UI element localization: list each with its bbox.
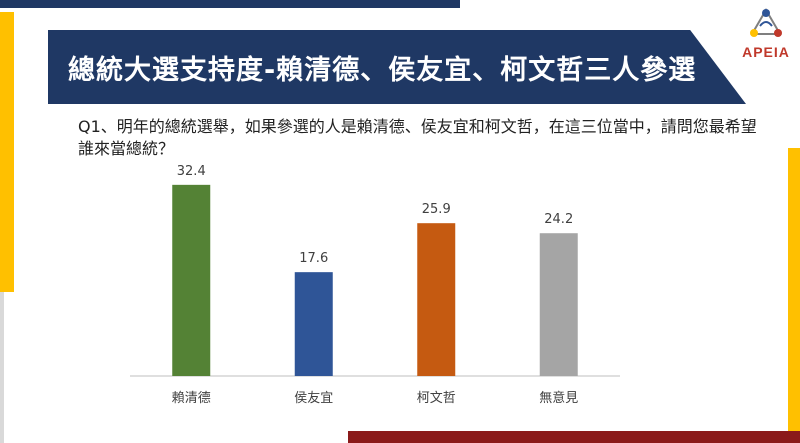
category-label-1: 賴清德 — [172, 391, 211, 406]
left-accent-bar — [0, 12, 14, 292]
data-label-3: 25.9 — [422, 202, 451, 217]
right-accent-bar — [788, 148, 800, 443]
data-label-4: 24.2 — [544, 212, 573, 227]
data-label-2: 17.6 — [299, 251, 328, 266]
apeia-logo-icon — [750, 8, 782, 37]
left-grey-strip — [0, 292, 4, 443]
bottom-accent-bar — [348, 431, 800, 443]
top-accent-bar — [0, 0, 460, 8]
page-title: 總統大選支持度-賴清德、侯友宜、柯文哲三人參選 — [68, 55, 697, 86]
bar-2 — [294, 272, 333, 376]
category-label-4: 無意見 — [539, 390, 578, 406]
bar-1 — [172, 184, 211, 376]
logo-text: APEIA — [742, 44, 790, 60]
category-label-3: 柯文哲 — [417, 391, 456, 406]
category-label-2: 侯友宜 — [294, 390, 333, 406]
survey-question: Q1、明年的總統選舉，如果參選的人是賴清德、侯友宜和柯文哲，在這三位當中，請問您… — [78, 117, 757, 158]
bar-4 — [539, 233, 578, 376]
title-banner: 總統大選支持度-賴清德、侯友宜、柯文哲三人參選 — [48, 30, 746, 104]
data-label-1: 32.4 — [177, 164, 206, 179]
bar-3 — [417, 223, 456, 376]
